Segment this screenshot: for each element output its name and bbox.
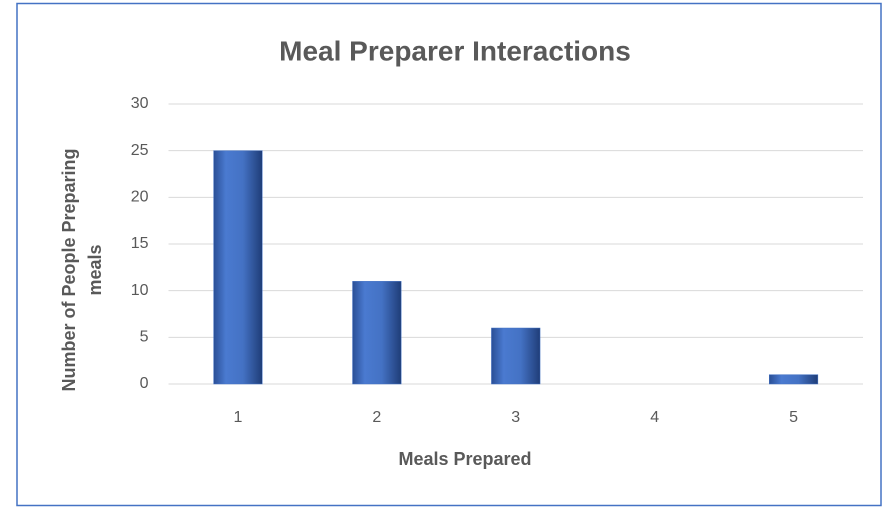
y-axis-title: Number of People Preparing — [59, 148, 79, 391]
x-tick-label: 1 — [233, 409, 242, 426]
y-tick-label: 30 — [131, 95, 149, 112]
chart-frame — [16, 2, 882, 507]
y-axis-title: meals — [85, 244, 105, 295]
y-tick-label: 5 — [140, 329, 149, 346]
x-tick-label: 5 — [789, 409, 798, 426]
chart-title: Meal Preparer Interactions — [279, 35, 631, 66]
y-tick-label: 0 — [140, 375, 149, 392]
y-tick-label: 10 — [131, 282, 149, 299]
y-tick-label: 15 — [131, 235, 149, 252]
x-tick-label: 4 — [650, 409, 659, 426]
x-tick-label: 2 — [372, 409, 381, 426]
y-tick-label: 20 — [131, 189, 149, 206]
bar — [491, 327, 541, 385]
bar — [768, 374, 819, 385]
y-tick-label: 25 — [131, 142, 149, 159]
x-tick-label: 3 — [511, 409, 520, 426]
x-axis-title: Meals Prepared — [398, 449, 531, 469]
bar — [213, 150, 263, 385]
bar — [352, 281, 402, 385]
